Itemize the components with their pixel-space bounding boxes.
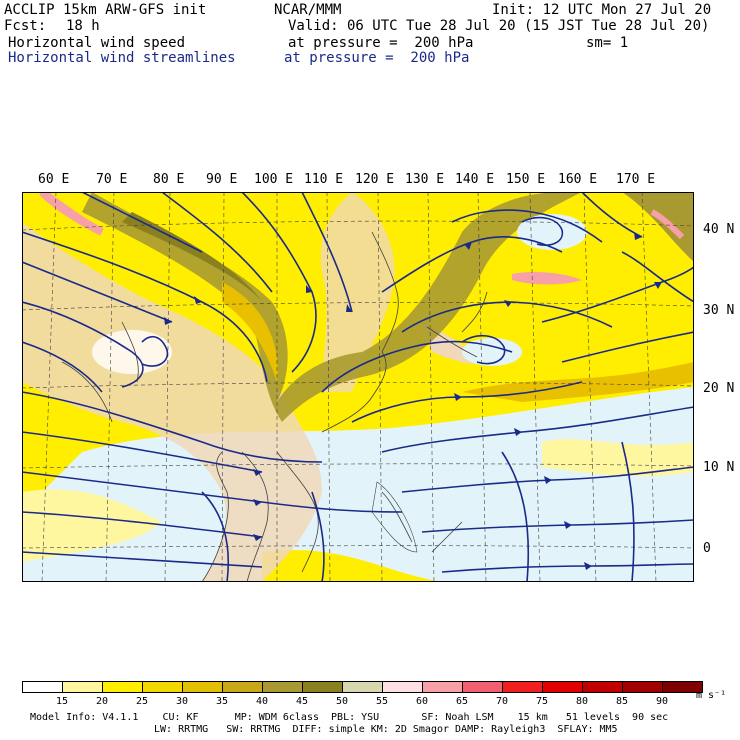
colorbar-label: 70 [495,696,509,707]
colorbar-label: 40 [255,696,269,707]
graticule [22,192,694,582]
colorbar-swatch [142,681,183,693]
lon-label: 100 E [254,172,294,187]
lon-label: 110 E [304,172,344,187]
smoothing-label: sm= 1 [586,35,629,51]
speed-fill-yellow-west [22,489,162,562]
wind-speed-map [22,192,694,582]
forecast-label: Fcst: [4,18,47,34]
colorbar-label: 60 [415,696,429,707]
forecast-hour: 18 h [66,18,100,34]
speed-max-pink-west [39,192,104,236]
lon-label: 130 E [405,172,445,187]
lon-label: 80 E [153,172,185,187]
colorbar-label: 35 [215,696,229,707]
land-asia [22,222,322,582]
lon-label: 60 E [38,172,70,187]
colorbar-units: m s⁻¹ [696,690,727,701]
speed-max-pink-east [512,272,582,285]
colorbar-label: 65 [455,696,469,707]
jet-core-olive [82,192,582,422]
colorbar-swatch [262,681,303,693]
calm-cell [462,338,522,366]
field2-level: at pressure = 200 hPa [284,50,470,66]
colorbar-swatch [582,681,623,693]
model-info-line1: Model Info: V4.1.1 CU: KF MP: WDM 6class… [30,712,669,723]
colorbar-label: 15 [55,696,69,707]
lon-label: 90 E [206,172,238,187]
colorbar-label: 85 [615,696,629,707]
colorbar-swatch [502,681,543,693]
colorbar-label: 90 [655,696,669,707]
colorbar-swatch [62,681,103,693]
init-time: Init: 12 UTC Mon 27 Jul 20 [492,2,712,18]
lat-label: 0 [703,541,711,556]
colorbar-swatch [182,681,223,693]
lon-label: 150 E [506,172,546,187]
lat-label: 10 N [703,460,735,475]
colorbar-label: 55 [375,696,389,707]
colorbar-swatch [382,681,423,693]
coastlines [61,231,488,582]
lat-label: 40 N [703,222,735,237]
colorbar-swatch [622,681,663,693]
lon-label: 120 E [355,172,395,187]
streamline-arrows [164,232,662,570]
colorbar-label: 80 [575,696,589,707]
colorbar-label: 20 [95,696,109,707]
center-label: NCAR/MMM [274,2,342,18]
field1-name: Horizontal wind speed [8,35,186,51]
speed-max-pink-ne [650,209,685,240]
field1-level: at pressure = 200 hPa [288,35,474,51]
colorbar-swatch [22,681,63,693]
colorbar-swatch [542,681,583,693]
colorbar-swatch [662,681,703,693]
colorbar-swatch [102,681,143,693]
colorbar-label: 75 [535,696,549,707]
colorbar-swatch [462,681,503,693]
colorbar-swatch [302,681,343,693]
jet-east-gold [462,362,694,402]
valid-time: Valid: 06 UTC Tue 28 Jul 20 (15 JST Tue … [288,18,710,34]
map-frame [22,192,694,582]
land-philippines [371,481,418,553]
lon-label: 160 E [558,172,598,187]
colorbar-label: 45 [295,696,309,707]
lon-label: 170 E [616,172,656,187]
jet-accent-gold [222,282,278,382]
speed-fill-yellow-east [542,439,694,477]
field2-name: Horizontal wind streamlines [8,50,236,66]
lon-label: 70 E [96,172,128,187]
lat-label: 30 N [703,303,735,318]
lon-label: 140 E [455,172,495,187]
jet-core-dark [122,212,262,302]
speed-fill-yellow-south [262,549,442,582]
colorbar-swatch [222,681,263,693]
colorbar-swatch [422,681,463,693]
colorbar-label: 25 [135,696,149,707]
lat-label: 20 N [703,381,735,396]
colorbar-label: 50 [335,696,349,707]
model-info-line2: LW: RRTMG SW: RRTMG DIFF: simple KM: 2D … [154,724,618,735]
colorbar-swatch [342,681,383,693]
model-title: ACCLIP 15km ARW-GFS init [4,2,207,18]
jet-ne-olive [622,192,694,262]
colorbar-label: 30 [175,696,189,707]
land-china [320,192,395,392]
